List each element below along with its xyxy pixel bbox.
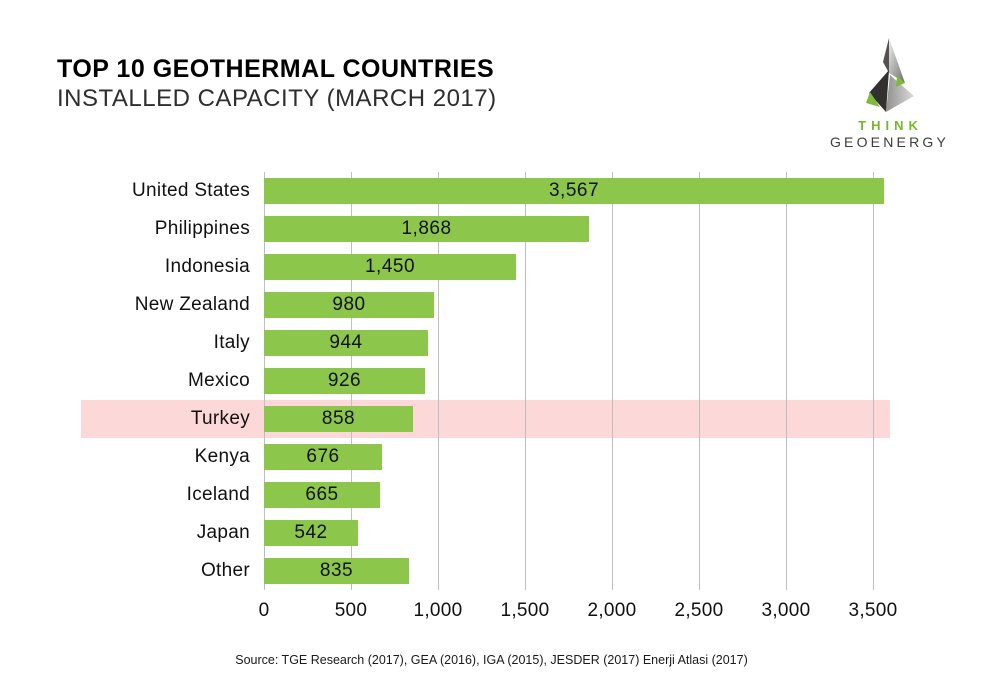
category-label-iceland: Iceland: [186, 484, 250, 505]
category-label-japan: Japan: [196, 522, 250, 543]
gridline-1,500: [525, 172, 526, 590]
bar-philippines: 1,868: [264, 216, 589, 242]
category-label-turkey: Turkey: [190, 408, 250, 429]
bar-turkey: 858: [264, 406, 413, 432]
bar-value-label: 858: [321, 408, 356, 429]
bar-indonesia: 1,450: [264, 254, 516, 280]
bar-value-label: 944: [329, 332, 363, 353]
category-label-philippines: Philippines: [154, 218, 250, 239]
category-label-united-states: United States: [132, 180, 250, 201]
gridline-3,000: [786, 172, 787, 590]
bar-value-label: 665: [305, 484, 339, 505]
title-block: TOP 10 GEOTHERMAL COUNTRIES INSTALLED CA…: [57, 54, 497, 113]
x-tick-1,000: 1,000: [413, 600, 463, 621]
logo-icon: [823, 36, 953, 116]
bar-value-label: 980: [332, 294, 366, 315]
bar-other: 835: [264, 558, 409, 584]
category-label-kenya: Kenya: [194, 446, 250, 467]
x-tick-3,000: 3,000: [761, 600, 811, 621]
category-label-italy: Italy: [213, 332, 250, 353]
bar-japan: 542: [264, 520, 358, 546]
gridline-2,000: [612, 172, 613, 590]
x-tick-1,500: 1,500: [500, 600, 550, 621]
bar-value-label: 1,450: [364, 256, 416, 277]
bar-united-states: 3,567: [264, 178, 884, 204]
gridline-3,500: [873, 172, 874, 590]
bar-kenya: 676: [264, 444, 382, 470]
logo-text-think: THINK: [858, 118, 923, 133]
category-label-indonesia: Indonesia: [164, 256, 250, 277]
bar-value-label: 926: [327, 370, 362, 391]
gridline-2,500: [699, 172, 700, 590]
bar-value-label: 676: [306, 446, 340, 467]
gridline-1,000: [438, 172, 439, 590]
category-label-mexico: Mexico: [188, 370, 250, 391]
page-subtitle: INSTALLED CAPACITY (MARCH 2017): [57, 85, 497, 112]
highlight-band-turkey: [81, 400, 890, 438]
logo-text-geoenergy: GEOENERGY: [829, 134, 950, 150]
bar-mexico: 926: [264, 368, 425, 394]
x-tick-500: 500: [334, 600, 368, 621]
bar-value-label: 1,868: [401, 218, 452, 239]
category-label-other: Other: [200, 560, 250, 581]
x-tick-2,000: 2,000: [587, 600, 637, 621]
thinkgeoenergy-logo: THINK GEOENERGY: [823, 36, 953, 150]
bar-value-label: 542: [294, 522, 328, 543]
x-tick-2,500: 2,500: [674, 600, 724, 621]
x-tick-0: 0: [258, 600, 270, 621]
bar-value-label: 3,567: [548, 180, 600, 201]
bar-iceland: 665: [264, 482, 380, 508]
page-title: TOP 10 GEOTHERMAL COUNTRIES: [57, 55, 495, 83]
source-note: Source: TGE Research (2017), GEA (2016),…: [235, 653, 748, 667]
category-label-new-zealand: New Zealand: [134, 294, 250, 315]
x-tick-3,500: 3,500: [848, 600, 898, 621]
bar-new-zealand: 980: [264, 292, 434, 318]
bar-value-label: 835: [319, 560, 354, 581]
bar-italy: 944: [264, 330, 428, 356]
